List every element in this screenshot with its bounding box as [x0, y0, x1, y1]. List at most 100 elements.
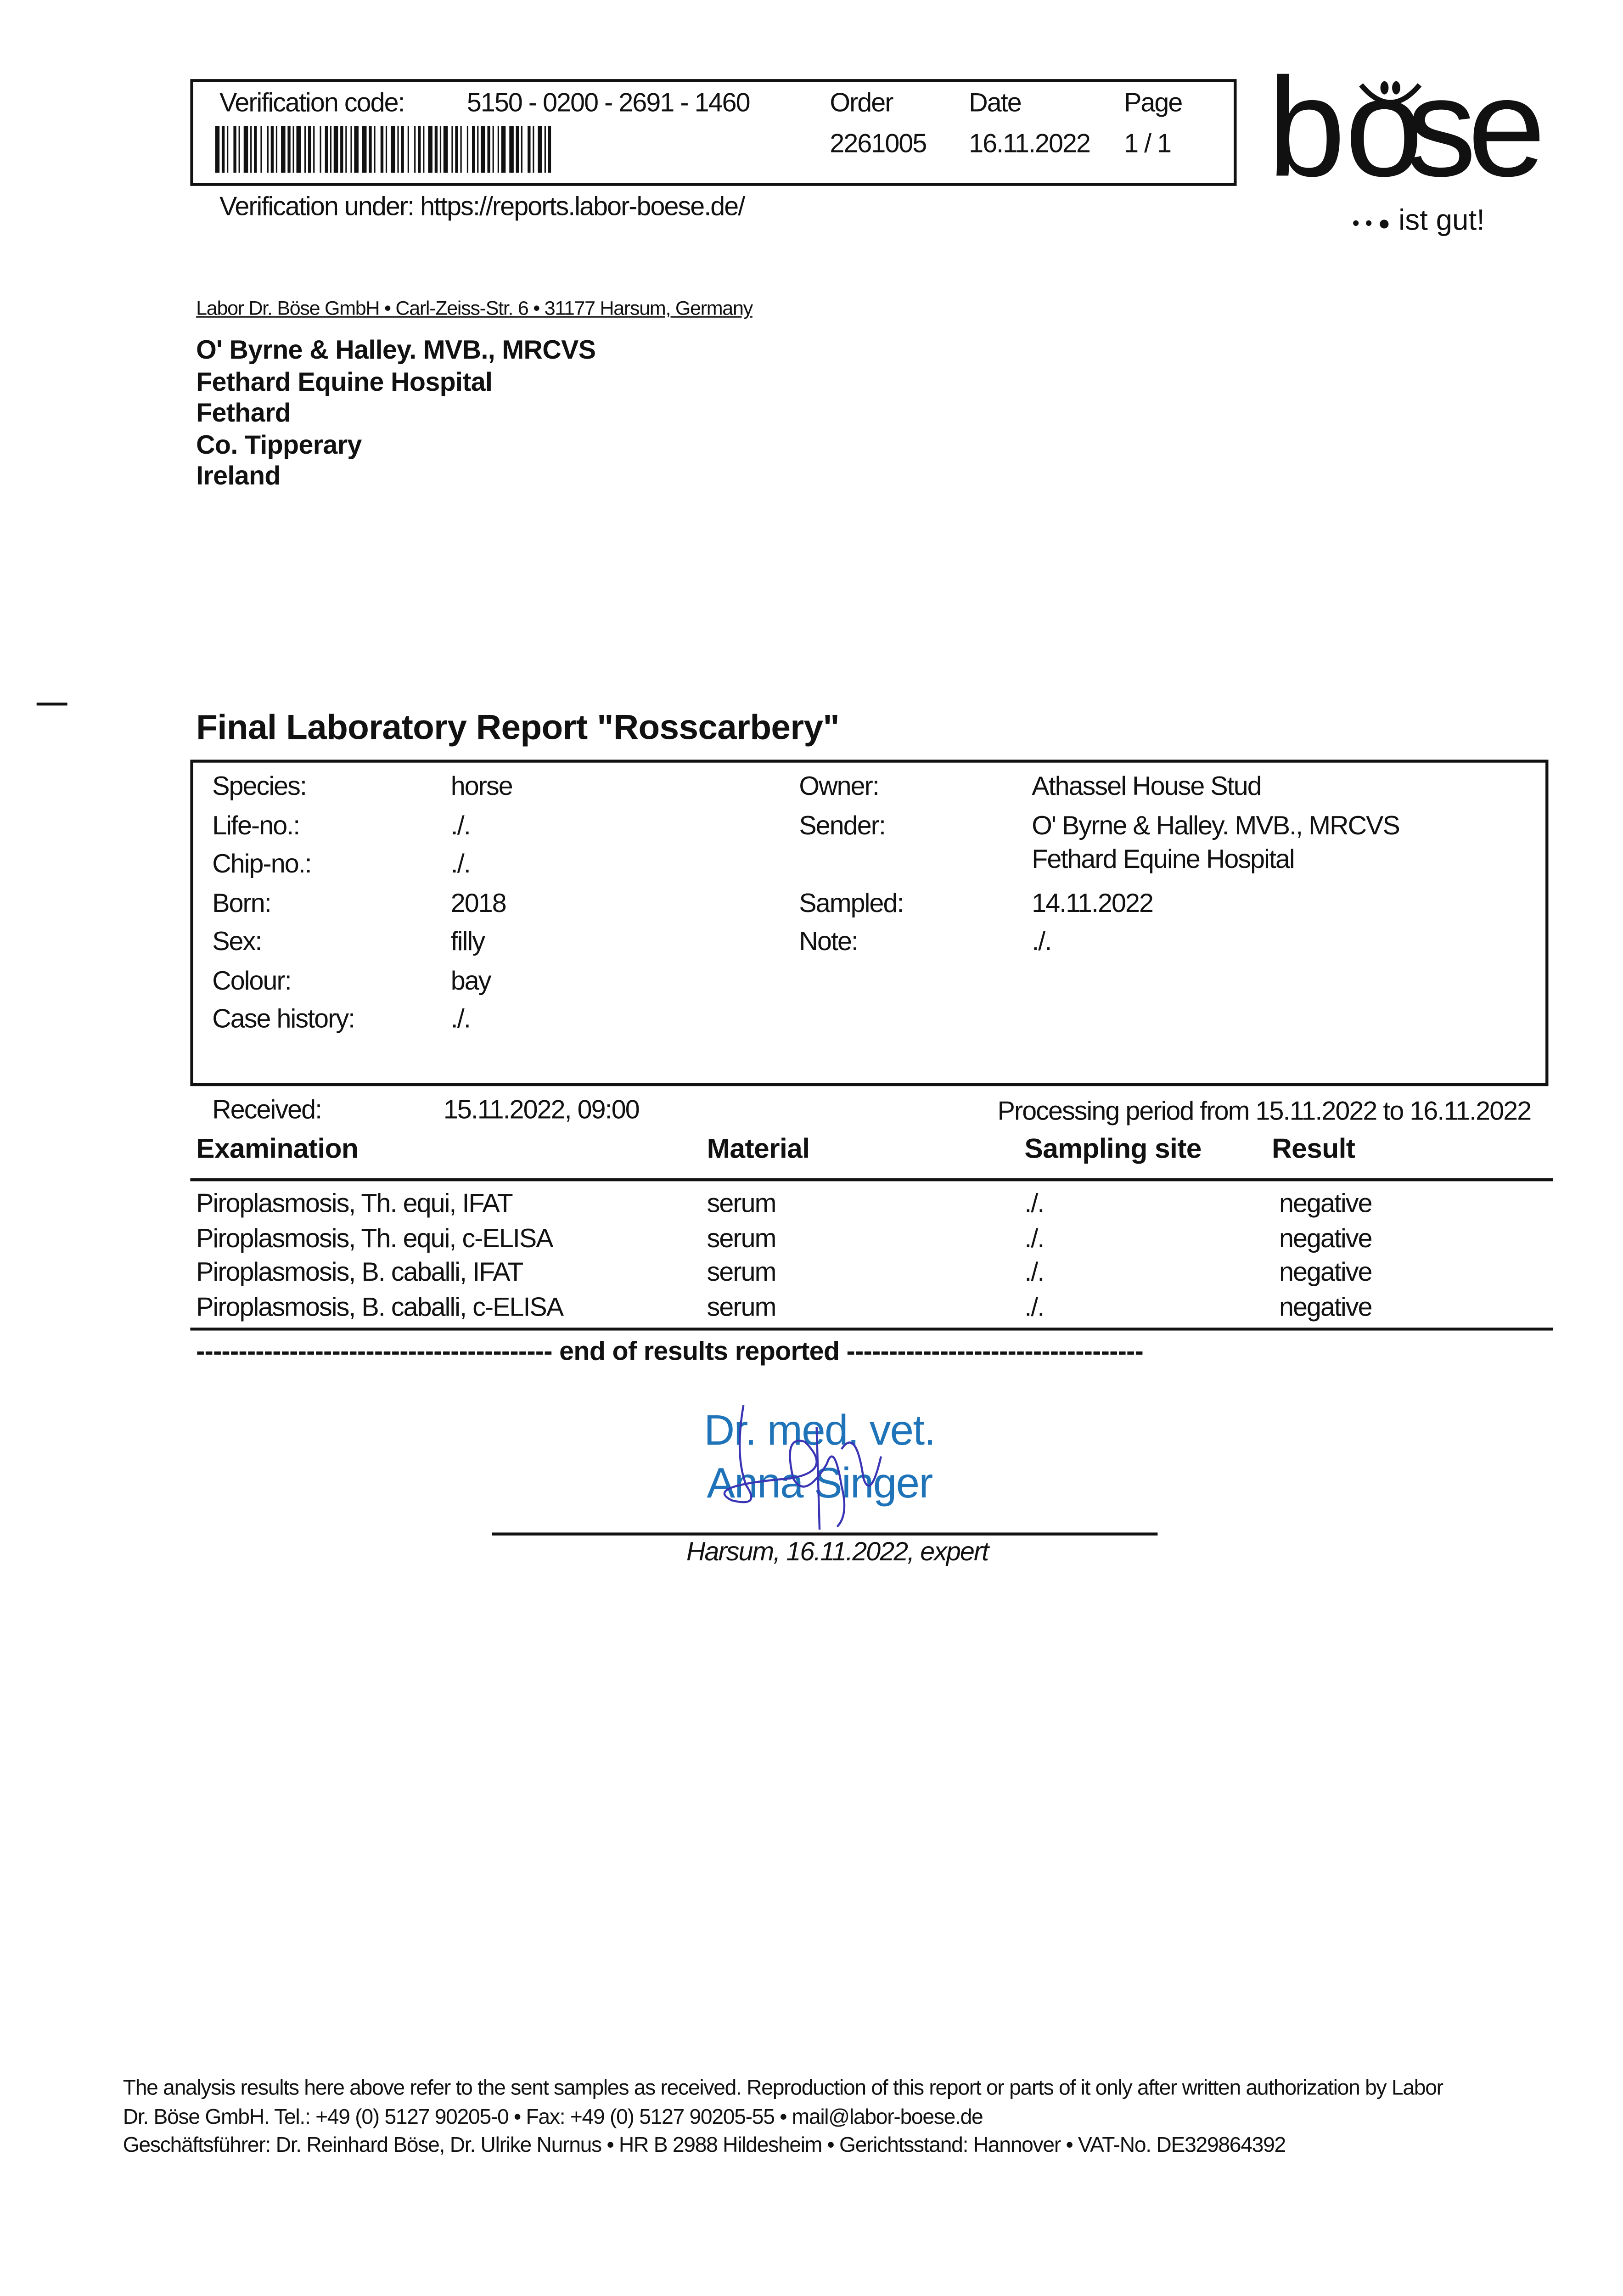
- barcode-bar: [481, 126, 485, 173]
- barcode-bar: [369, 126, 372, 173]
- owner-value: Athassel House Stud: [1032, 771, 1262, 801]
- footer-line: Dr. Böse GmbH. Tel.: +49 (0) 5127 90205-…: [123, 2106, 983, 2130]
- barcode-bar: [345, 126, 347, 173]
- footer-line: Geschäftsführer: Dr. Reinhard Böse, Dr. …: [123, 2134, 1286, 2158]
- barcode-bar: [354, 126, 359, 173]
- logo-dots-icon: • • ●: [1352, 211, 1391, 235]
- table-cell: ./.: [1024, 1223, 1045, 1253]
- barcode-bar: [397, 126, 399, 173]
- barcode-bar: [330, 126, 331, 173]
- patient-field-label: Sex:: [212, 926, 262, 956]
- table-cell: Piroplasmosis, Th. equi, IFAT: [196, 1188, 513, 1218]
- table-cell: negative: [1279, 1223, 1373, 1253]
- table-cell: Piroplasmosis, B. caballi, c-ELISA: [196, 1292, 564, 1322]
- barcode-bar: [287, 126, 291, 173]
- barcode-bar: [320, 126, 321, 173]
- col-examination: Examination: [196, 1134, 359, 1165]
- sender-label: Sender:: [799, 810, 886, 840]
- barcode-bar: [414, 126, 416, 173]
- recipient-address: O' Byrne & Halley. MVB., MRCVS Fethard E…: [196, 335, 596, 494]
- sender-value: Fethard Equine Hospital: [1032, 844, 1295, 874]
- barcode-bar: [270, 126, 274, 173]
- handwritten-signature: [723, 1405, 882, 1530]
- order-value: 2261005: [830, 129, 927, 158]
- patient-field-value: 2018: [450, 888, 507, 917]
- patient-field-value: ./.: [450, 1004, 471, 1034]
- barcode-bar: [350, 126, 352, 173]
- sender-address-line: Labor Dr. Böse GmbH • Carl-Zeiss-Str. 6 …: [196, 297, 753, 319]
- signature-line: [492, 1532, 1158, 1535]
- barcode-bar: [221, 126, 225, 173]
- barcode-bar: [227, 126, 229, 173]
- barcode-bar: [548, 126, 551, 173]
- table-cell: serum: [707, 1258, 777, 1288]
- barcode-bar: [292, 126, 294, 173]
- patient-field-value: ./.: [450, 849, 471, 878]
- table-cell: Piroplasmosis, B. caballi, IFAT: [196, 1258, 523, 1288]
- barcode-bar: [340, 126, 343, 173]
- barcode-bar: [254, 126, 257, 173]
- barcode-bar: [428, 126, 432, 173]
- date-value: 16.11.2022: [969, 129, 1091, 158]
- barcode-bar: [304, 126, 306, 173]
- patient-field-label: Life-no.:: [212, 810, 300, 840]
- barcode-bar: [497, 126, 499, 173]
- barcode-bar: [391, 126, 395, 173]
- table-cell: negative: [1279, 1188, 1373, 1218]
- sampled-value: 14.11.2022: [1032, 888, 1154, 917]
- patient-field-label: Chip-no.:: [212, 849, 312, 878]
- sender-value: O' Byrne & Halley. MVB., MRCVS: [1032, 810, 1400, 840]
- patient-field-value: filly: [450, 926, 485, 956]
- barcode-bar: [313, 126, 315, 173]
- barcode-bar: [439, 126, 442, 173]
- barcode-bar: [434, 126, 438, 173]
- barcode-bar: [451, 126, 453, 173]
- verification-label: Verification code:: [219, 88, 405, 118]
- barcode-bar: [250, 126, 252, 173]
- barcode-bar: [472, 126, 475, 173]
- barcode-bar: [538, 126, 543, 173]
- table-cell: ./.: [1024, 1258, 1045, 1288]
- received-label: Received:: [212, 1095, 322, 1125]
- end-of-results: ----------------------------------------…: [196, 1336, 1144, 1366]
- patient-field-label: Colour:: [212, 965, 292, 995]
- barcode: [215, 126, 551, 173]
- patient-field-label: Born:: [212, 888, 272, 917]
- barcode-bar: [455, 126, 458, 173]
- barcode-bar: [385, 126, 387, 173]
- barcode-bar: [308, 126, 311, 173]
- table-cell: serum: [707, 1188, 777, 1218]
- recipient-line: Ireland: [196, 461, 281, 490]
- patient-field-value: horse: [450, 771, 513, 801]
- report-title: Final Laboratory Report "Rosscarbery": [196, 708, 840, 748]
- barcode-bar: [423, 126, 425, 173]
- barcode-bar: [325, 126, 328, 173]
- processing-period: Processing period from 15.11.2022 to 16.…: [997, 1096, 1532, 1126]
- barcode-bar: [243, 126, 248, 173]
- table-cell: serum: [707, 1292, 777, 1322]
- recipient-line: Fethard Equine Hospital: [196, 366, 493, 396]
- barcode-bar: [296, 126, 301, 173]
- barcode-bar: [460, 126, 462, 173]
- received-value: 15.11.2022, 09:00: [443, 1095, 640, 1125]
- signature-caption: Harsum, 16.11.2022, expert: [686, 1536, 989, 1566]
- verification-box: [190, 79, 1237, 186]
- recipient-line: Co. Tipperary: [196, 429, 362, 459]
- page-value: 1 / 1: [1124, 129, 1172, 158]
- verification-url[interactable]: Verification under: https://reports.labo…: [219, 191, 745, 221]
- table-bottom-divider: [190, 1328, 1553, 1331]
- barcode-bar: [492, 126, 494, 173]
- patient-info-box: [190, 760, 1549, 1086]
- barcode-bar: [275, 126, 278, 173]
- barcode-bar: [443, 126, 448, 173]
- barcode-bar: [407, 126, 409, 173]
- barcode-bar: [501, 126, 506, 173]
- barcode-bar: [528, 126, 531, 173]
- barcode-bar: [362, 126, 367, 173]
- barcode-bar: [333, 126, 338, 173]
- note-label: Note:: [799, 926, 859, 956]
- recipient-line: O' Byrne & Halley. MVB., MRCVS: [196, 335, 596, 365]
- page-label: Page: [1124, 88, 1183, 118]
- barcode-bar: [487, 126, 490, 173]
- table-cell: ./.: [1024, 1188, 1045, 1218]
